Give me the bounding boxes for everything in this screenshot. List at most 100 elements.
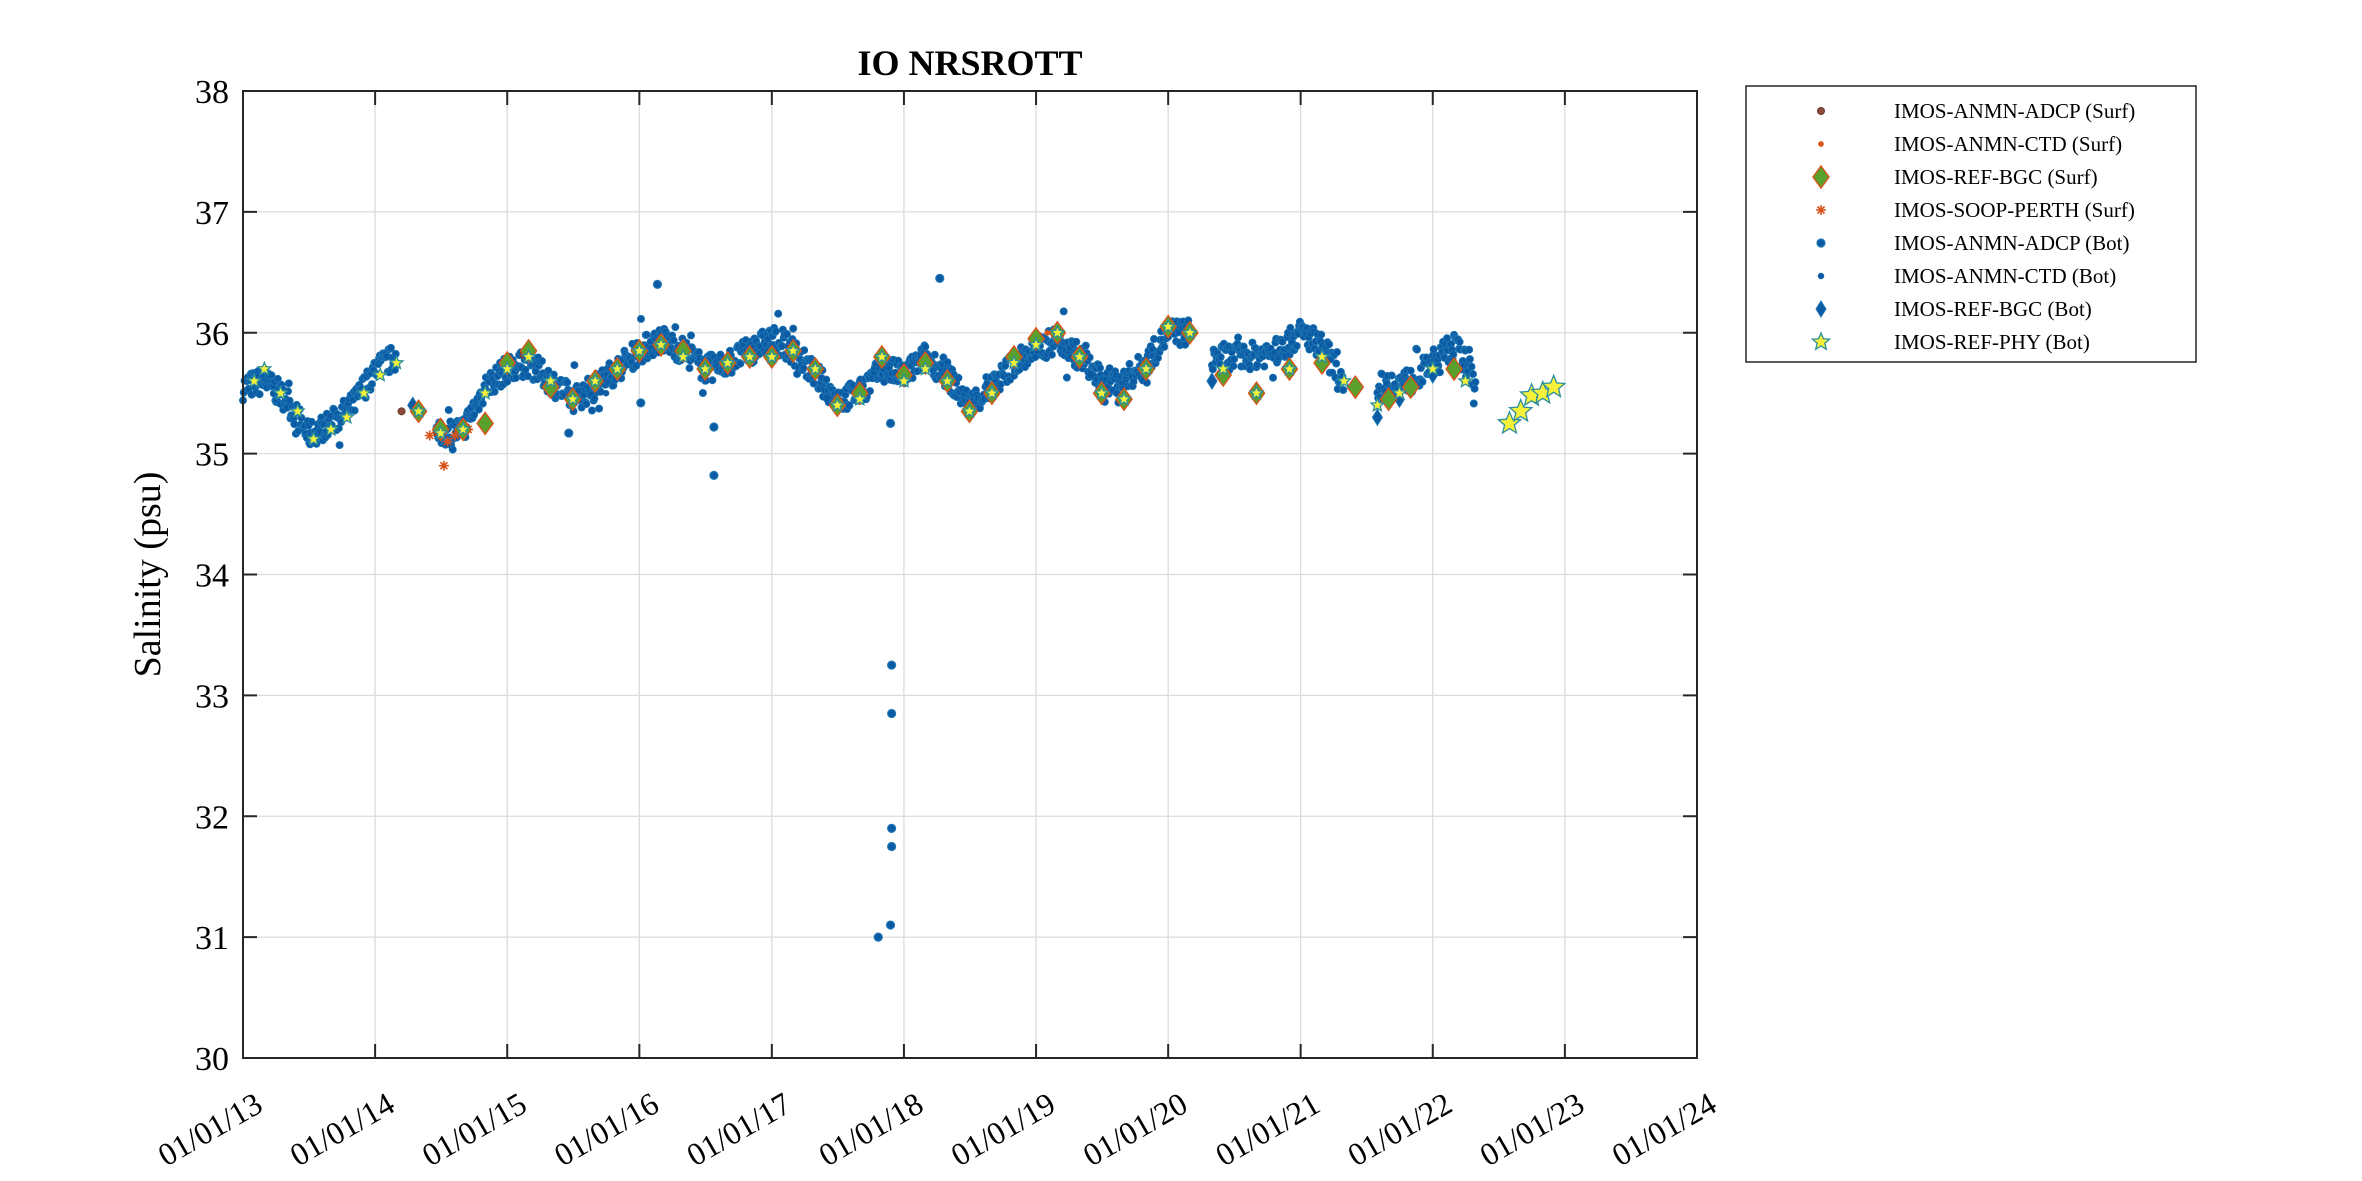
band-point [1142, 378, 1151, 387]
data-point [785, 342, 802, 358]
data-point [652, 279, 663, 289]
band-point [1269, 373, 1278, 382]
band-point [1387, 371, 1396, 380]
band-point [1278, 337, 1287, 346]
band-point [669, 336, 678, 345]
band-point [391, 349, 400, 358]
band-point [687, 331, 696, 340]
data-point [602, 389, 610, 397]
data-point [564, 390, 581, 407]
band-point [1465, 345, 1474, 354]
band-point [1469, 399, 1478, 408]
data-point [1027, 336, 1045, 352]
band-point [1317, 330, 1326, 339]
band-point [1229, 362, 1238, 371]
data-point [438, 460, 449, 471]
data-point [1215, 360, 1232, 376]
data-point [256, 360, 273, 376]
legend-label: IMOS-ANMN-CTD (Surf) [1894, 132, 2122, 156]
data-point [709, 422, 719, 432]
band-point [1260, 362, 1269, 371]
legend-items: IMOS-ANMN-ADCP (Surf) IMOS-ANMN-CTD (Surf… [1810, 99, 2135, 354]
data-point [372, 366, 389, 382]
band-point [1449, 350, 1458, 359]
data-point [697, 360, 714, 376]
y-axis-label: Salinity (psu) [127, 472, 169, 678]
band-point [637, 314, 646, 323]
band-point [444, 405, 453, 414]
dense-band-layer [238, 307, 1480, 454]
band-point [671, 323, 680, 332]
band-point [1332, 359, 1341, 368]
band-point [642, 330, 651, 339]
band-point [335, 441, 344, 450]
data-point [424, 430, 435, 441]
band-point [1208, 365, 1217, 374]
data-point [851, 390, 868, 407]
chart-title: IO NRSROTT [857, 43, 1082, 83]
legend-marker [1815, 300, 1827, 318]
data-point [1457, 372, 1474, 389]
legend-label: IMOS-SOOP-PERTH (Surf) [1894, 198, 2135, 222]
data-point [652, 336, 670, 352]
band-point [1470, 384, 1479, 393]
data-point [432, 424, 449, 440]
band-point [255, 390, 264, 399]
band-point [800, 346, 809, 355]
band-point [1125, 359, 1134, 368]
legend-marker [1810, 331, 1832, 351]
band-point [1418, 377, 1427, 386]
band-point [1047, 350, 1056, 359]
data-point [939, 372, 956, 389]
y-tick-label: 33 [195, 678, 229, 715]
data-point [885, 920, 896, 930]
band-point [716, 350, 725, 359]
y-tick-label: 37 [195, 195, 229, 232]
x-tick-label: 01/01/16 [548, 1085, 665, 1173]
data-point [1496, 409, 1523, 435]
data-point [1540, 373, 1567, 399]
grid [242, 90, 1698, 1059]
data-point [983, 384, 1000, 400]
data-point [807, 360, 824, 376]
band-point [478, 399, 487, 408]
data-point [1049, 324, 1066, 340]
band-point [930, 350, 939, 359]
band-point [538, 357, 547, 366]
data-point [1093, 384, 1110, 400]
data-point [305, 430, 322, 447]
data-point [499, 360, 516, 376]
data-point [1445, 356, 1463, 382]
band-point [822, 375, 831, 384]
x-tick-label: 01/01/21 [1209, 1085, 1326, 1173]
data-point [1006, 354, 1023, 370]
data-point [887, 841, 897, 852]
data-point [1181, 324, 1198, 340]
data-point [887, 660, 897, 670]
legend-marker [1816, 205, 1826, 215]
band-point [563, 378, 572, 387]
band-point [1072, 337, 1081, 346]
data-point [895, 372, 913, 389]
data-point [355, 384, 372, 400]
data-point [675, 348, 692, 364]
x-tick-label: 01/01/19 [945, 1085, 1062, 1173]
data-point [246, 372, 263, 389]
data-point [1507, 397, 1534, 423]
band-point [590, 394, 599, 403]
legend-marker [1816, 238, 1826, 248]
data-point [1379, 387, 1398, 412]
data-point [442, 436, 453, 447]
band-point [1081, 341, 1090, 350]
band-point [1160, 342, 1169, 351]
data-point [1346, 374, 1365, 400]
legend-label: IMOS-ANMN-CTD (Bot) [1894, 264, 2116, 288]
data-point [636, 398, 646, 408]
data-point [935, 273, 945, 283]
data-point [1313, 348, 1330, 364]
band-point [774, 309, 783, 318]
band-point [1455, 337, 1464, 346]
data-point [1206, 372, 1218, 391]
data-point [719, 354, 736, 370]
legend[interactable]: IMOS-ANMN-ADCP (Surf) IMOS-ANMN-CTD (Surf… [1745, 85, 2197, 363]
